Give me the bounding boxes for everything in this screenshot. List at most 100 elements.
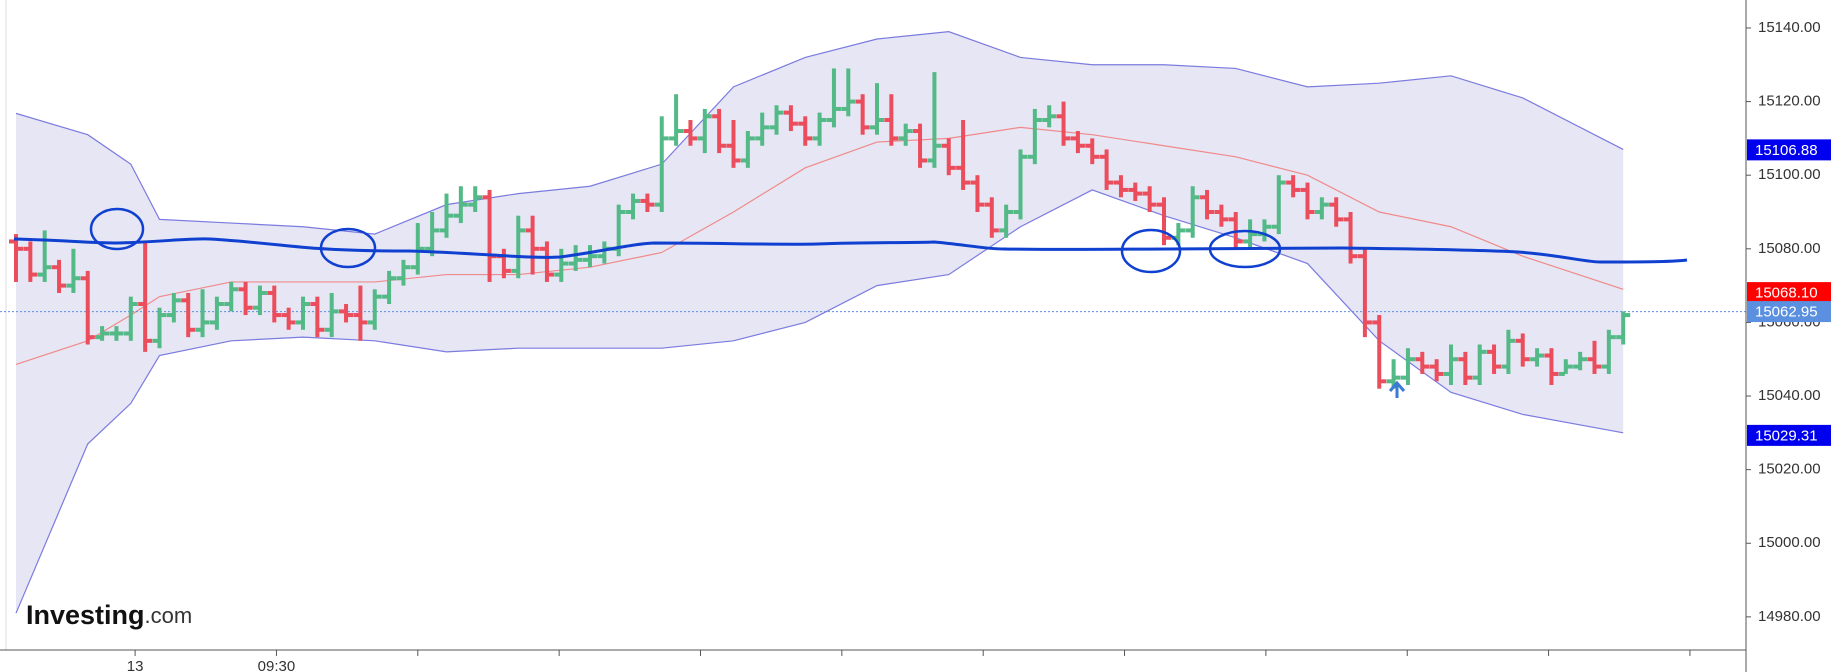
bar-range	[430, 212, 435, 257]
bar-open	[1487, 349, 1494, 354]
bar-range	[1535, 348, 1540, 367]
bar-range	[315, 296, 320, 338]
band-lower	[15, 189, 1624, 614]
bar-open	[1472, 375, 1479, 380]
bar-open	[281, 313, 288, 318]
price-label-box	[1747, 282, 1831, 304]
bar-close	[174, 298, 181, 303]
bar-range	[1463, 351, 1468, 385]
bar-range	[559, 248, 564, 282]
bar-close	[17, 246, 23, 251]
bar-open	[252, 305, 259, 310]
bar-open	[1113, 180, 1120, 185]
band-middle	[15, 126, 1624, 365]
bar-range	[817, 112, 822, 146]
bar-range	[1578, 351, 1583, 371]
bar-range	[1606, 329, 1611, 374]
bar-close	[476, 195, 483, 200]
bar-range	[1248, 219, 1253, 249]
bar-open	[1027, 154, 1034, 159]
bar-close	[720, 143, 727, 148]
y-tick-label: 15140.00	[1758, 19, 1821, 36]
bar-open	[1444, 371, 1450, 376]
bar-range	[42, 230, 47, 282]
bar-close	[88, 335, 95, 340]
bar-range	[1104, 149, 1109, 190]
bar-range	[14, 234, 18, 282]
bar-open	[597, 254, 604, 259]
bar-close	[289, 320, 296, 325]
bar-range	[1334, 197, 1339, 227]
bar-close	[662, 136, 669, 141]
bar-range	[186, 292, 191, 338]
logo-suffix: .com	[145, 603, 193, 628]
bar-open	[396, 276, 403, 281]
bar-open	[984, 202, 991, 207]
bar-close	[691, 136, 698, 141]
bar-range	[458, 186, 463, 224]
bar-close	[1466, 375, 1473, 380]
bar-close	[1093, 154, 1100, 159]
bar-close	[921, 158, 928, 163]
logo: Investing.com	[26, 600, 192, 630]
bar-close	[504, 268, 511, 273]
bar-open	[511, 268, 518, 273]
bar-open	[583, 257, 589, 262]
y-tick-label: 15000.00	[1758, 534, 1821, 551]
bar-close	[1035, 117, 1042, 122]
bar-close	[1179, 228, 1186, 233]
bar-range	[788, 105, 793, 132]
bar-close	[1552, 371, 1559, 376]
bar-close	[1121, 187, 1128, 192]
bar-close	[791, 121, 798, 126]
bar-close	[834, 106, 841, 111]
bar-open	[353, 313, 360, 318]
y-tick-label: 15120.00	[1758, 93, 1821, 110]
bar-open	[138, 302, 145, 307]
bar-open	[382, 294, 389, 299]
bar-close	[447, 213, 454, 218]
bar-open	[1343, 217, 1350, 222]
plot	[0, 31, 1746, 614]
bar-range	[674, 94, 679, 146]
bar-close	[619, 210, 626, 215]
bar-close	[849, 99, 856, 104]
bar-range	[286, 307, 291, 330]
bar-open	[884, 117, 891, 122]
bar-range	[1133, 182, 1138, 201]
bar-range	[229, 281, 234, 312]
bar-close	[74, 276, 81, 281]
bar-open	[1257, 232, 1264, 237]
bar-open	[956, 165, 963, 170]
bar-close	[1337, 217, 1344, 222]
bar-range	[1205, 189, 1210, 220]
bar-close	[1107, 180, 1114, 185]
bar-range	[1305, 182, 1310, 220]
bar-open	[1386, 379, 1393, 384]
bar-close	[1624, 313, 1631, 318]
bar-open	[1214, 210, 1221, 215]
bar-open	[740, 158, 747, 163]
bar-range	[171, 292, 176, 323]
bar-open	[37, 272, 44, 277]
bar-open	[913, 129, 920, 134]
bar-open	[1372, 320, 1379, 325]
bar-range	[1348, 212, 1353, 264]
bar-open	[439, 228, 446, 233]
price-label-box	[1747, 301, 1831, 323]
bar-open	[525, 228, 532, 233]
bar-close	[332, 309, 339, 314]
bar-close	[677, 129, 684, 134]
bar-open	[1544, 353, 1551, 358]
bar-open	[109, 331, 116, 336]
bar-range	[875, 83, 879, 135]
bar-close	[1581, 357, 1588, 362]
bar-open	[1515, 338, 1522, 343]
bar-close	[1365, 320, 1372, 325]
bar-range	[889, 94, 894, 146]
bar-close	[418, 246, 425, 251]
bar-close	[763, 125, 770, 130]
bar-range	[128, 296, 133, 341]
bar-close	[705, 114, 712, 119]
bar-range	[745, 131, 750, 168]
